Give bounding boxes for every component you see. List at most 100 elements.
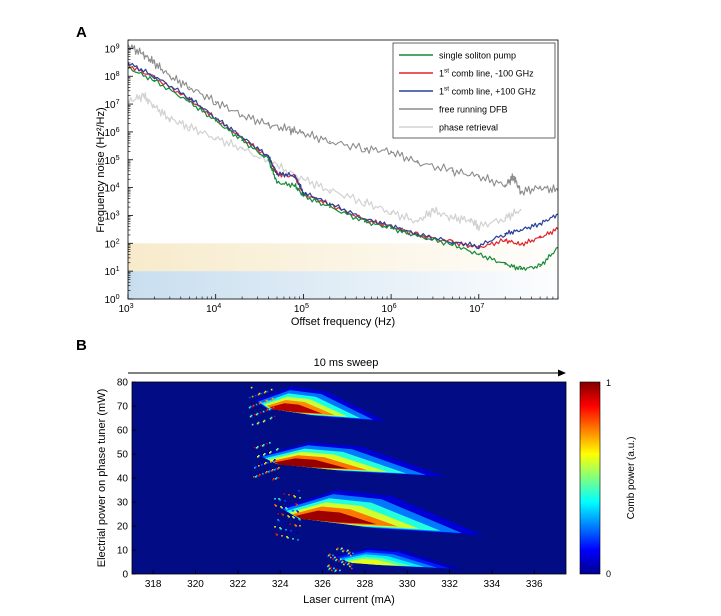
speckle <box>351 563 353 566</box>
speckle <box>254 422 257 425</box>
speckle <box>298 490 300 492</box>
y-axis-label-b: Electrial power on phase tuner (mW) <box>96 389 108 568</box>
speckle <box>350 564 352 567</box>
speckle <box>263 444 265 446</box>
speckle <box>259 421 262 424</box>
speckle <box>345 561 347 564</box>
speckle <box>272 406 275 409</box>
speckle <box>347 553 349 556</box>
sweep-arrow-head <box>558 369 566 377</box>
speckle <box>266 390 269 393</box>
speckle <box>298 518 300 520</box>
speckle <box>276 449 278 451</box>
series-free-running-dfb <box>128 44 558 196</box>
x-tick-label-b: 322 <box>230 579 247 590</box>
data-point <box>519 243 522 246</box>
y-tick-label-a: 105 <box>104 153 119 167</box>
legend-entry: 1st comb line, -100 GHz <box>439 68 534 79</box>
speckle <box>254 457 256 459</box>
speckle <box>284 500 286 502</box>
speckle <box>338 570 340 573</box>
speckle <box>344 562 346 565</box>
data-point <box>276 181 278 184</box>
y-tick-label-a-base: 10 <box>104 128 116 139</box>
speckle <box>258 475 260 477</box>
speckle <box>273 387 276 390</box>
speckle <box>277 468 279 470</box>
colorbar-tick-min: 0 <box>606 569 611 579</box>
speckle <box>343 559 345 562</box>
data-point <box>390 227 392 230</box>
y-tick-label-a-base: 10 <box>104 211 116 222</box>
y-tick-label-a-base: 10 <box>104 295 116 306</box>
data-point <box>276 165 278 167</box>
legend-main: single soliton pump <box>439 51 516 61</box>
speckle <box>288 494 290 496</box>
y-tick-label-a: 103 <box>104 208 119 222</box>
speckle <box>267 452 269 454</box>
x-tick-label-a-exp: 5 <box>305 301 309 310</box>
data-point <box>142 94 145 97</box>
speckle <box>267 399 270 402</box>
speckle <box>263 391 266 394</box>
speckle <box>280 506 282 508</box>
speckle <box>262 400 265 403</box>
speckle <box>268 398 271 401</box>
speckle <box>276 534 278 536</box>
x-tick-label-a-exp: 3 <box>130 301 134 310</box>
speckle <box>276 512 278 514</box>
speckle <box>291 509 293 511</box>
speckle <box>260 445 262 447</box>
y-tick-label-a: 108 <box>104 69 119 83</box>
y-tick-label-a-base: 10 <box>104 156 116 167</box>
speckle <box>287 537 289 539</box>
data-point <box>477 245 480 247</box>
speckle <box>339 549 341 552</box>
speckle <box>257 393 260 396</box>
speckle <box>248 406 251 409</box>
speckle <box>250 414 253 417</box>
speckle <box>251 423 254 426</box>
data-point <box>153 79 156 82</box>
speckle <box>263 454 265 456</box>
data-point <box>328 189 331 192</box>
speckle <box>299 525 301 527</box>
speckle <box>338 560 340 563</box>
speckle <box>347 549 349 552</box>
speckle <box>264 390 267 393</box>
speckle <box>253 448 255 450</box>
speckle <box>337 557 339 560</box>
speckle <box>265 399 268 402</box>
speckle <box>258 392 261 395</box>
y-tick-label-a-exp: 2 <box>116 236 120 245</box>
speckle <box>261 401 264 404</box>
data-point <box>451 243 454 246</box>
y-tick-label-b: 20 <box>117 522 129 533</box>
speckle <box>295 525 297 527</box>
data-point <box>153 62 156 64</box>
speckle <box>296 504 298 506</box>
speckle <box>253 476 255 478</box>
data-point <box>519 229 522 231</box>
speckle <box>350 554 352 557</box>
y-tick-label-a-exp: 7 <box>116 97 120 106</box>
data-point <box>504 217 507 220</box>
speckle <box>258 402 261 405</box>
band-10-100 <box>128 243 558 272</box>
y-tick-label-b: 80 <box>117 378 129 389</box>
colorbar: 1 0 Comb power (a.u.) <box>579 378 637 579</box>
speckle <box>255 403 258 406</box>
speckle <box>275 505 277 507</box>
y-tick-label-a-base: 10 <box>104 184 116 195</box>
speckle <box>256 412 259 415</box>
y-tick-label-a-exp: 1 <box>116 264 120 273</box>
speckle <box>292 510 294 512</box>
y-tick-label-b: 30 <box>117 498 129 509</box>
colorbar-label: Comb power (a.u.) <box>626 437 637 520</box>
speckle <box>290 502 292 504</box>
speckle <box>329 567 331 570</box>
data-point <box>188 96 191 99</box>
speckle <box>261 464 263 466</box>
speckle <box>267 462 269 464</box>
data-point <box>153 75 156 78</box>
